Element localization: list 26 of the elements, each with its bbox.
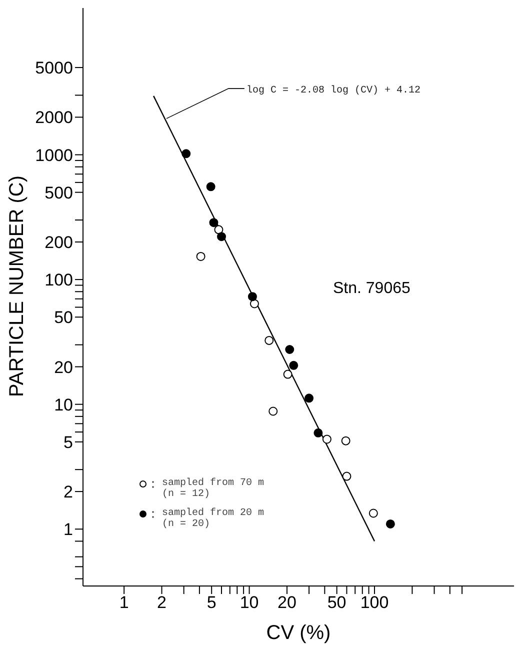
- annotation: log C = -2.08 log (CV) + 4.12: [246, 84, 420, 97]
- y-tick-label: 200: [44, 233, 73, 252]
- y-tick-label: 1: [64, 520, 73, 540]
- legend-label: sampled from 70 m (n = 12): [162, 478, 266, 500]
- annotation: Stn. 79065: [333, 280, 410, 298]
- equation-callout: log C = -2.08 log (CV) + 4.12: [166, 86, 420, 119]
- y-tick-label: 500: [44, 183, 73, 202]
- y-tick-label: 10: [54, 395, 73, 414]
- y-tick-label: 20: [54, 358, 73, 377]
- x-tick-label: 50: [327, 593, 346, 612]
- y-tick-label: 5000: [35, 58, 73, 78]
- y-tick-label: 2000: [35, 108, 73, 128]
- y-axis-title: PARTICLE NUMBER (C): [6, 175, 28, 397]
- x-axis-title: CV (%): [266, 622, 331, 644]
- y-tick-label: 2: [64, 482, 73, 502]
- y-tick-label: 100: [44, 270, 73, 290]
- y-tick-label: 5: [64, 432, 73, 452]
- x-tick-label: 10: [240, 593, 259, 612]
- x-tick-label: 5: [206, 593, 216, 612]
- x-tick-label: 1: [119, 593, 129, 612]
- x-tick-label: 2: [157, 593, 166, 612]
- x-tick-label: 100: [360, 593, 389, 612]
- y-tick-label: 1000: [35, 146, 73, 165]
- x-tick-label: 20: [278, 593, 296, 612]
- y-tick-label: 50: [54, 308, 73, 328]
- legend-label: sampled from 20 m (n = 20): [162, 508, 266, 530]
